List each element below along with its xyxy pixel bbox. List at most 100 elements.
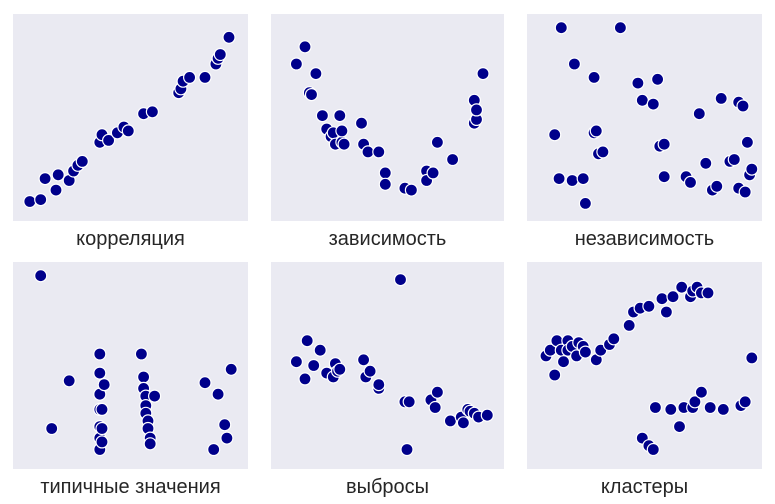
data-point <box>298 40 312 54</box>
data-point <box>469 103 484 117</box>
data-point <box>672 420 687 434</box>
data-point <box>714 91 728 106</box>
data-point <box>400 442 414 457</box>
data-point <box>304 87 319 102</box>
panel-dependence: зависимость <box>271 14 504 264</box>
data-point <box>576 172 590 186</box>
data-point <box>443 414 457 428</box>
data-point <box>49 183 63 197</box>
data-point <box>95 421 109 436</box>
data-point <box>220 431 234 445</box>
data-point <box>446 152 460 167</box>
data-point <box>95 435 109 449</box>
data-point <box>289 57 303 71</box>
plot-area <box>271 14 504 221</box>
data-point <box>34 269 48 283</box>
plot-area <box>527 262 762 469</box>
data-point <box>683 175 698 189</box>
data-point <box>701 286 715 300</box>
data-point <box>393 273 408 287</box>
data-point <box>97 377 111 392</box>
data-point <box>378 177 392 191</box>
data-point <box>313 343 327 357</box>
data-point <box>143 437 157 451</box>
data-point <box>289 355 303 369</box>
data-point <box>218 418 232 432</box>
data-point <box>688 395 702 409</box>
scatter-plot <box>548 21 759 210</box>
data-point <box>589 124 603 138</box>
data-point <box>738 395 752 409</box>
data-point <box>183 70 197 85</box>
data-point <box>642 299 656 313</box>
plot-area <box>527 14 762 221</box>
caption: кластеры <box>600 476 689 498</box>
data-point <box>23 194 37 209</box>
data-point <box>587 70 601 85</box>
data-point <box>554 21 568 35</box>
panel-correlation: корреляция <box>13 14 248 264</box>
data-point <box>404 183 418 197</box>
data-point <box>578 196 593 210</box>
scatter-plot <box>34 269 238 457</box>
data-point <box>736 99 750 113</box>
data-point <box>622 318 636 333</box>
data-point <box>607 332 621 346</box>
data-point <box>666 290 680 304</box>
caption: типичные значения <box>40 476 221 498</box>
scatter-plot <box>289 40 490 197</box>
data-point <box>62 374 76 388</box>
data-point <box>93 366 107 380</box>
data-point <box>207 442 221 457</box>
data-point <box>430 135 444 149</box>
data-point <box>213 47 227 62</box>
data-point <box>646 97 660 111</box>
scatter-plot <box>23 30 236 209</box>
data-point <box>613 21 628 35</box>
data-point <box>93 347 107 361</box>
data-point <box>716 402 730 416</box>
data-point <box>335 124 349 138</box>
data-point <box>378 166 392 180</box>
caption: зависимость <box>328 228 447 250</box>
caption: выбросы <box>345 476 430 498</box>
data-point <box>548 128 562 142</box>
data-point <box>651 72 665 86</box>
panel-outliers: выбросы <box>271 262 504 504</box>
data-point <box>476 66 490 81</box>
data-point <box>556 355 571 369</box>
data-point <box>426 166 440 180</box>
panel-independence: независимость <box>527 14 762 264</box>
data-point <box>567 57 582 71</box>
data-point <box>402 395 416 409</box>
data-point <box>646 442 660 457</box>
data-point <box>298 372 312 386</box>
data-point <box>578 345 593 359</box>
data-point <box>198 376 212 390</box>
data-point <box>75 154 89 168</box>
data-point <box>692 107 706 121</box>
panel-typical-values: типичные значения <box>13 262 248 504</box>
data-point <box>631 76 645 90</box>
panel-clusters: кластеры <box>527 262 762 504</box>
data-point <box>552 172 566 186</box>
data-point <box>480 408 494 422</box>
data-point <box>145 105 159 119</box>
data-point <box>745 162 759 176</box>
data-point <box>354 116 369 130</box>
data-point <box>224 362 238 376</box>
data-point <box>315 108 330 123</box>
data-point <box>34 193 48 207</box>
data-point <box>121 124 135 138</box>
data-point <box>222 30 236 44</box>
data-point <box>307 358 321 373</box>
data-point <box>657 137 671 151</box>
data-point <box>211 387 225 401</box>
data-point <box>655 292 669 306</box>
data-point <box>337 137 351 151</box>
data-point <box>95 402 109 416</box>
plot-area <box>271 262 504 469</box>
data-point <box>372 377 386 392</box>
data-point <box>309 66 323 81</box>
scatter-plot <box>289 273 494 457</box>
